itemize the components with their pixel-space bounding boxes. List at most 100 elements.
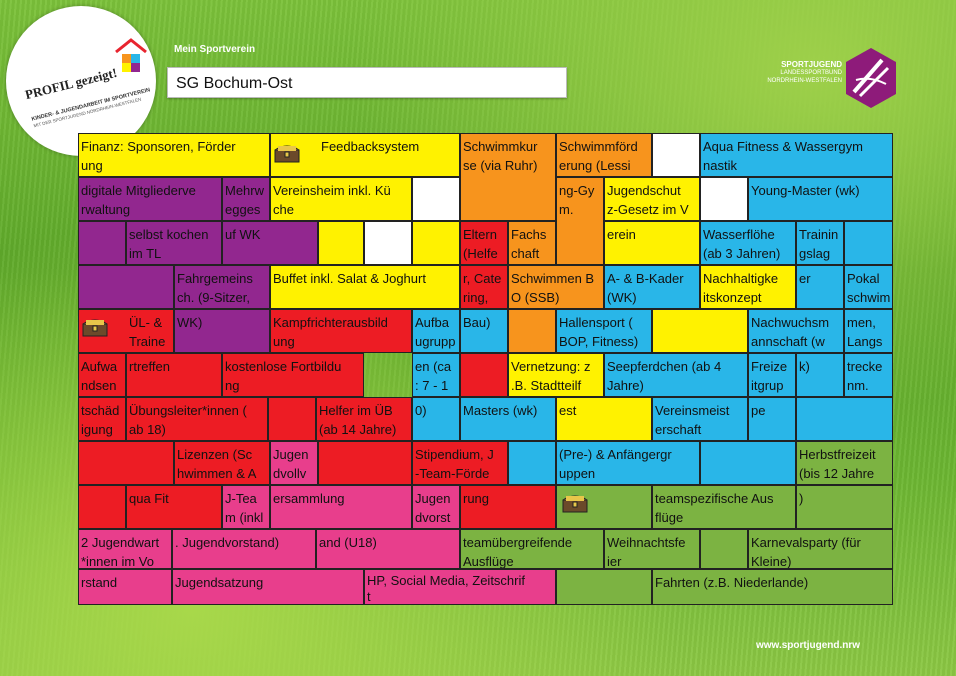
tile-zero[interactable]: 0)	[412, 397, 460, 441]
tile-aufwandsentschaedigung[interactable]: Aufwa ndsen	[78, 353, 126, 397]
tile-young-master[interactable]: Young-Master (wk)	[748, 177, 893, 221]
tile-est[interactable]: est	[556, 397, 652, 441]
tile-wk[interactable]: WK)	[174, 309, 270, 353]
tile-j-team[interactable]: J-Tea m (inkl	[222, 485, 270, 529]
tile-strecken[interactable]: trecke nm.	[844, 353, 893, 397]
tile-cyan-mid[interactable]	[508, 441, 556, 485]
tile-purple-left[interactable]	[78, 221, 126, 265]
tile-empty-2[interactable]	[412, 177, 460, 221]
tile-seepferdchen[interactable]: Seepferdchen (ab 4 Jahre)	[604, 353, 748, 397]
footer-url[interactable]: www.sportjugend.nrw	[756, 640, 861, 651]
tile-empty-4[interactable]	[364, 221, 412, 265]
tile-green-bottom[interactable]	[556, 569, 652, 605]
tile-a-b-kader[interactable]: A- & B-Kader (WK)	[604, 265, 700, 309]
tile-herbstfreizeit[interactable]: Herbstfreizeit (bis 12 Jahre	[796, 441, 893, 485]
tile-schwimmfoerderung[interactable]: Schwimmförd erung (Lessi	[556, 133, 652, 177]
tile-jugendschutz[interactable]: Jugendschut z-Gesetz im V	[604, 177, 700, 221]
tile-versammlung[interactable]: ersammlung	[270, 485, 412, 529]
tile-ng-gym[interactable]: ng-Gy m.	[556, 177, 604, 265]
tile-jugendsatzung[interactable]: Jugendsatzung	[172, 569, 364, 605]
tile-hp-social-media[interactable]: HP, Social Media, Zeitschrif t	[364, 569, 556, 605]
tile-red-left[interactable]	[78, 441, 174, 485]
club-name-field[interactable]: SG Bochum-Ost	[167, 67, 567, 98]
tile-pe[interactable]: pe	[748, 397, 796, 441]
tile-freizeitgruppe[interactable]: Freize itgrup	[748, 353, 796, 397]
tile-wasserfloehe[interactable]: Wasserflöhe (ab 3 Jahren)	[700, 221, 796, 265]
tile-jugendwarte[interactable]: 2 Jugendwart *innen im Vo	[78, 529, 172, 569]
tile-schwimmen-bo[interactable]: Schwimmen B O (SSB)	[508, 265, 604, 309]
tile-erein[interactable]: erein	[604, 221, 700, 265]
tile-yellow-mid-3[interactable]	[652, 309, 748, 353]
tile-fachschaft[interactable]: Fachs chaft	[508, 221, 556, 265]
tile-empty-3[interactable]	[700, 177, 748, 221]
tile-er[interactable]: er	[796, 265, 844, 309]
tile-karnevalsparty[interactable]: Karnevalsparty (für Kleine)	[748, 529, 893, 569]
tile-aufbaugruppe[interactable]: Aufba ugrupp	[412, 309, 460, 353]
tile-fahrgemeinschaft[interactable]: Fahrgemeins ch. (9-Sitzer,	[174, 265, 270, 309]
tile-fahrten[interactable]: Fahrten (z.B. Niederlande)	[652, 569, 893, 605]
tile-empty-1[interactable]	[652, 133, 700, 177]
tile-helfer-im-ub[interactable]: Helfer im ÜB (ab 14 Jahre)	[316, 397, 412, 441]
tile-yellow-mid[interactable]	[318, 221, 364, 265]
tile-orange-mid[interactable]	[508, 309, 556, 353]
tile-aqua-fit[interactable]: qua Fit	[126, 485, 222, 529]
treasure-chest-icon[interactable]	[274, 143, 300, 163]
tile-foerderung[interactable]: rung	[460, 485, 556, 529]
tile-nachhaltigkeitskonzept[interactable]: Nachhaltigke itskonzept	[700, 265, 796, 309]
tile-selbst-kochen[interactable]: selbst kochen im TL	[126, 221, 222, 265]
tile-yellow-mid-2[interactable]	[412, 221, 460, 265]
tile-red-mid-2[interactable]	[268, 397, 316, 441]
tile-pre-anfaengergruppen[interactable]: (Pre-) & Anfängergr uppen	[556, 441, 700, 485]
tile-schwimmkurse[interactable]: Schwimmkur se (via Ruhr)	[460, 133, 556, 221]
tile-feedbacksystem[interactable]: Feedbacksystem	[270, 133, 460, 177]
tile-gruppen-ca[interactable]: en (ca : 7 - 1	[412, 353, 460, 397]
tile-uebungsleiter[interactable]: Übungsleiter*innen ( ab 18)	[126, 397, 268, 441]
tile-teamspezifische-ausfluege[interactable]: teamspezifische Aus flüge	[652, 485, 796, 529]
profile-puzzle-grid: Finanz: Sponsoren, Förder ung Feedbacksy…	[78, 133, 893, 605]
tile-vernetzung[interactable]: Vernetzung: z .B. Stadtteilf	[508, 353, 604, 397]
tile-paren[interactable]: )	[796, 485, 893, 529]
tile-stipendium[interactable]: Stipendium, J -Team-Förde	[412, 441, 508, 485]
tile-kampfrichterausbildung[interactable]: Kampfrichterausbild ung	[270, 309, 412, 353]
tile-green-mid[interactable]	[556, 485, 652, 529]
tile-cyan-right[interactable]	[844, 221, 893, 265]
tile-red-mid[interactable]	[460, 353, 508, 397]
tile-finanz[interactable]: Finanz: Sponsoren, Förder ung	[78, 133, 270, 177]
tile-teamuebergreifende-ausfluege[interactable]: teamübergreifende Ausflüge	[460, 529, 604, 569]
tile-rtreffen[interactable]: rtreffen	[126, 353, 222, 397]
tile-lizenzen[interactable]: Lizenzen (Sc hwimmen & A	[174, 441, 270, 485]
tile-nachwuchsmannschaft[interactable]: Nachwuchsm annschaft (w	[748, 309, 844, 353]
tile-trainingslager[interactable]: Trainin gslag	[796, 221, 844, 265]
tile-catering[interactable]: r, Cate ring,	[460, 265, 508, 309]
treasure-chest-icon[interactable]	[82, 317, 108, 337]
tile-masters[interactable]: Masters (wk)	[460, 397, 556, 441]
tile-rstand[interactable]: rstand	[78, 569, 172, 605]
tile-entschaedigung[interactable]: tschäd igung	[78, 397, 126, 441]
tile-green-mid-2[interactable]	[700, 529, 748, 569]
tile-hallensport[interactable]: Hallensport ( BOP, Fitness)	[556, 309, 652, 353]
tile-cyan-mid-2[interactable]	[700, 441, 796, 485]
treasure-chest-icon[interactable]	[562, 493, 588, 513]
tile-aqua-fitness[interactable]: Aqua Fitness & Wassergym nastik	[700, 133, 893, 177]
tile-cyan-right-2[interactable]	[796, 397, 893, 441]
tile-vereinsmeisterschaft[interactable]: Vereinsmeist erschaft	[652, 397, 748, 441]
tile-bau[interactable]: Bau)	[460, 309, 508, 353]
tile-kostenlose-fortbildung[interactable]: kostenlose Fortbildu ng	[222, 353, 364, 397]
tile-red-left-2[interactable]	[78, 485, 126, 529]
tile-langstrecke[interactable]: men, Langs	[844, 309, 893, 353]
tile-jugendvollversammlung[interactable]: Jugen dvollv	[270, 441, 318, 485]
tile-jugendvorstand-2[interactable]: . Jugendvorstand)	[172, 529, 316, 569]
tile-and-u18[interactable]: and (U18)	[316, 529, 460, 569]
tile-k[interactable]: k)	[796, 353, 844, 397]
tile-digitale-mitgliederverwaltung[interactable]: digitale Mitgliederve rwaltung	[78, 177, 222, 221]
tile-jugendvorstand[interactable]: Jugen dvorst	[412, 485, 460, 529]
tile-vereinsheim[interactable]: Vereinsheim inkl. Kü che	[270, 177, 412, 221]
tile-buffet[interactable]: Buffet inkl. Salat & Joghurt	[270, 265, 460, 309]
tile-mehrwegges[interactable]: Mehrw egges	[222, 177, 270, 221]
tile-pokalschwimmen[interactable]: Pokal schwim	[844, 265, 893, 309]
tile-eltern[interactable]: Eltern (Helfe	[460, 221, 508, 265]
tile-purple-left-2[interactable]	[78, 265, 174, 309]
tile-uf-wk[interactable]: uf WK	[222, 221, 318, 265]
tile-red-mid-3[interactable]	[318, 441, 412, 485]
tile-weihnachtsfeier[interactable]: Weihnachtsfe ier	[604, 529, 700, 569]
